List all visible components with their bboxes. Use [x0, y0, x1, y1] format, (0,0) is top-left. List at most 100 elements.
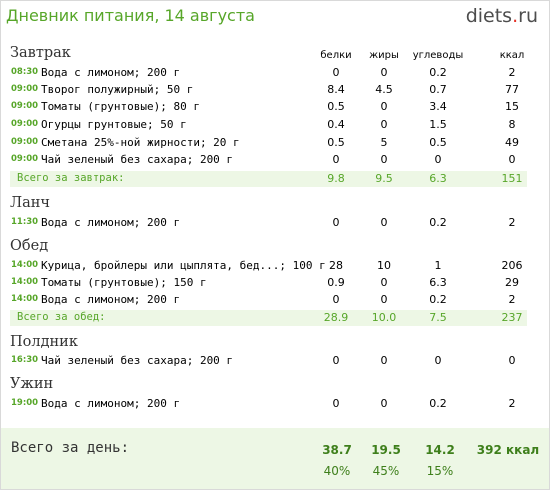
table-row[interactable]: 09:00 Творог полужирный; 50 г 8.4 4.5 0.…	[0, 82, 550, 99]
day-total-protein: 38.7	[322, 443, 352, 457]
fat-value: 0	[380, 397, 388, 410]
site-logo[interactable]: diets.ru	[465, 5, 538, 27]
fat-value: 4.5	[375, 83, 393, 96]
day-total-kcal: 392 ккал	[476, 443, 540, 457]
fat-value: 0	[380, 118, 388, 131]
column-header-fat: жиры	[369, 50, 399, 61]
day-fat-percent: 45%	[372, 464, 400, 478]
kcal-value: 2	[508, 216, 516, 229]
fat-value: 0	[380, 100, 388, 113]
protein-value: 0.5	[327, 136, 345, 149]
total-protein: 9.8	[327, 172, 345, 185]
kcal-value: 2	[508, 66, 516, 79]
dinner-total-row: Всего за обед: 28.9 10.0 7.5 237	[10, 310, 527, 326]
total-carbs: 6.3	[429, 172, 447, 185]
day-total-box: Всего за день: 38.7 19.5 14.2 392 ккал 4…	[1, 428, 549, 489]
meal-title-snack: Полдник	[10, 334, 78, 350]
protein-value: 0	[332, 354, 340, 367]
total-fat: 9.5	[375, 172, 393, 185]
meal-time: 19:00	[11, 398, 39, 408]
day-total-carbs: 14.2	[425, 443, 455, 457]
carbs-value: 0.2	[429, 293, 447, 306]
meal-time: 09:00	[11, 119, 39, 129]
table-row[interactable]: 16:30 Чай зеленый без сахара; 200 г 0 0 …	[0, 353, 550, 370]
food-name: Курица, бройлеры или цыплята, бед...; 10…	[41, 259, 326, 272]
kcal-value: 77	[505, 83, 519, 96]
carbs-value: 0	[434, 354, 442, 367]
meal-time: 08:30	[11, 67, 39, 77]
meal-time: 14:00	[11, 294, 39, 304]
fat-value: 0	[380, 276, 388, 289]
table-row[interactable]: 09:00 Чай зеленый без сахара; 200 г 0 0 …	[0, 152, 550, 169]
kcal-value: 2	[508, 397, 516, 410]
protein-value: 8.4	[327, 83, 345, 96]
kcal-value: 2	[508, 293, 516, 306]
kcal-value: 15	[505, 100, 519, 113]
column-header-carbs: углеводы	[412, 50, 464, 61]
column-header-kcal: ккал	[499, 50, 525, 61]
fat-value: 5	[380, 136, 388, 149]
total-carbs: 7.5	[429, 311, 447, 324]
meal-title-dinner: Обед	[10, 238, 49, 254]
fat-value: 0	[380, 153, 388, 166]
table-row[interactable]: 08:30 Вода с лимоном; 200 г 0 0 0.2 2	[0, 65, 550, 82]
meal-time: 09:00	[11, 137, 39, 147]
protein-value: 0	[332, 153, 340, 166]
table-row[interactable]: 19:00 Вода с лимоном; 200 г 0 0 0.2 2	[0, 396, 550, 413]
protein-value: 0	[332, 397, 340, 410]
total-label: Всего за завтрак:	[17, 172, 125, 184]
table-row[interactable]: 14:00 Томаты (грунтовые); 150 г 0.9 0 6.…	[0, 275, 550, 292]
day-total-label: Всего за день:	[11, 440, 130, 456]
meal-time: 14:00	[11, 260, 39, 270]
fat-value: 0	[380, 354, 388, 367]
table-row[interactable]: 09:00 Сметана 25%-ной жирности; 20 г 0.5…	[0, 135, 550, 152]
total-protein: 28.9	[323, 311, 349, 324]
protein-value: 28	[329, 259, 343, 272]
table-row[interactable]: 14:00 Вода с лимоном; 200 г 0 0 0.2 2	[0, 292, 550, 309]
protein-value: 0.5	[327, 100, 345, 113]
carbs-value: 0	[434, 153, 442, 166]
protein-value: 0	[332, 293, 340, 306]
table-row[interactable]: 09:00 Томаты (грунтовые); 80 г 0.5 0 3.4…	[0, 99, 550, 116]
food-name: Сметана 25%-ной жирности; 20 г	[41, 136, 240, 149]
table-row[interactable]: 11:30 Вода с лимоном; 200 г 0 0 0.2 2	[0, 215, 550, 232]
carbs-value: 0.2	[429, 216, 447, 229]
food-name: Чай зеленый без сахара; 200 г	[41, 153, 234, 166]
fat-value: 0	[380, 293, 388, 306]
food-name: Томаты (грунтовые); 150 г	[41, 276, 207, 289]
carbs-value: 0.2	[429, 397, 447, 410]
total-label: Всего за обед:	[17, 311, 106, 323]
table-row[interactable]: 14:00 Курица, бройлеры или цыплята, бед.…	[0, 258, 550, 275]
food-name: Чай зеленый без сахара; 200 г	[41, 354, 234, 367]
food-name: Огурцы грунтовые; 50 г	[41, 118, 187, 131]
meal-title-supper: Ужин	[10, 376, 54, 392]
fat-value: 0	[380, 216, 388, 229]
day-total-fat: 19.5	[371, 443, 401, 457]
page-title: Дневник питания, 14 августа	[6, 6, 255, 25]
food-name: Вода с лимоном; 200 г	[41, 66, 181, 79]
breakfast-total-row: Всего за завтрак: 9.8 9.5 6.3 151	[10, 171, 527, 187]
meal-time: 09:00	[11, 84, 39, 94]
carbs-value: 3.4	[429, 100, 447, 113]
kcal-value: 0	[508, 153, 516, 166]
kcal-value: 0	[508, 354, 516, 367]
food-name: Вода с лимоном; 200 г	[41, 216, 181, 229]
meal-title-lunch: Ланч	[10, 195, 50, 211]
protein-value: 0.4	[327, 118, 345, 131]
total-kcal: 151	[501, 172, 523, 185]
carbs-value: 0.7	[429, 83, 447, 96]
kcal-value: 8	[508, 118, 516, 131]
protein-value: 0	[332, 66, 340, 79]
carbs-value: 0.5	[429, 136, 447, 149]
table-row[interactable]: 09:00 Огурцы грунтовые; 50 г 0.4 0 1.5 8	[0, 117, 550, 134]
total-kcal: 237	[501, 311, 523, 324]
column-header-protein: белки	[320, 50, 352, 61]
carbs-value: 0.2	[429, 66, 447, 79]
meal-time: 09:00	[11, 154, 39, 164]
day-carbs-percent: 15%	[426, 464, 454, 478]
kcal-value: 29	[505, 276, 519, 289]
food-name: Вода с лимоном; 200 г	[41, 293, 181, 306]
total-fat: 10.0	[371, 311, 397, 324]
carbs-value: 1	[434, 259, 442, 272]
food-name: Вода с лимоном; 200 г	[41, 397, 181, 410]
